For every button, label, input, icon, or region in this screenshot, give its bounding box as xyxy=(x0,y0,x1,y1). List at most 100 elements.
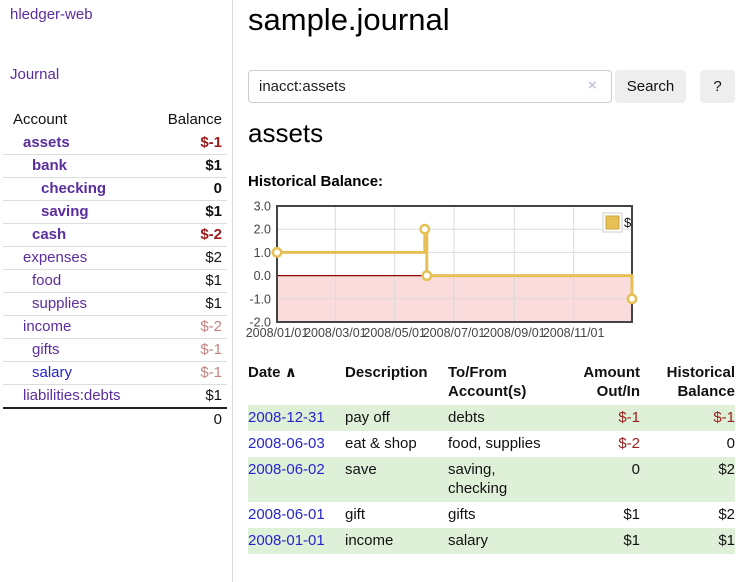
description-cell: pay off xyxy=(345,409,390,426)
sidebar-account-link[interactable]: supplies xyxy=(32,295,88,312)
accounts-cell: debts xyxy=(448,409,485,426)
transaction-row: 2008-06-01 gift gifts $1 $2 xyxy=(248,502,735,528)
app-title-link[interactable]: hledger-web xyxy=(10,6,93,23)
date-column-header[interactable]: Date ∧ xyxy=(248,364,297,381)
account-row: supplies $1 xyxy=(3,292,227,315)
date-cell: 2008-01-01 xyxy=(248,528,345,554)
y-axis-tick-label: 0.0 xyxy=(254,269,271,283)
balance-cell: $-1 xyxy=(713,409,735,426)
transaction-date-link[interactable]: 2008-06-01 xyxy=(248,506,325,523)
x-axis-tick-label: 2008/03/01 xyxy=(304,326,367,340)
x-axis-tick-label: 2008/09/01 xyxy=(483,326,546,340)
sidebar-account-link[interactable]: saving xyxy=(41,203,89,220)
amount-cell: $-2 xyxy=(618,435,640,452)
transactions-header-row: Date ∧ Description To/From Account(s) Am… xyxy=(248,361,735,405)
clear-search-icon[interactable]: × xyxy=(588,77,597,94)
balance-cell: $1 xyxy=(718,532,735,549)
account-row: bank $1 xyxy=(3,154,227,177)
amount-cell: 0 xyxy=(631,461,640,478)
historical-balance-column-header: Historical Balance xyxy=(666,364,735,400)
description-cell: gift xyxy=(345,506,366,523)
account-row: liabilities:debts $1 xyxy=(3,384,227,407)
account-row: saving $1 xyxy=(3,200,227,223)
sidebar-account-link[interactable]: income xyxy=(23,318,72,335)
balance-cell: $2 xyxy=(718,506,735,523)
balance-column-header: Balance xyxy=(167,110,222,128)
description-cell: income xyxy=(345,532,394,549)
sidebar-account-link[interactable]: liabilities:debts xyxy=(23,387,121,404)
sidebar-account-link[interactable]: food xyxy=(32,272,62,289)
historical-balance-chart[interactable]: $3.0 2.0 1.0 0.0 -1.0 -2.0 2008/01/01 2008/03/0… xyxy=(240,200,642,348)
balance-cell: $2 xyxy=(718,461,735,478)
accounts-cell: saving, checking xyxy=(448,461,508,497)
account-balance: $-1 xyxy=(200,341,222,358)
help-button[interactable]: ? xyxy=(700,70,735,103)
accounts-table: Account Balance assets $-1 bank $1 checking 0… xyxy=(3,108,227,430)
sidebar-item-journal[interactable]: Journal xyxy=(10,66,60,83)
transaction-date-link[interactable]: 2008-01-01 xyxy=(248,532,325,549)
sidebar-divider xyxy=(232,0,233,582)
account-balance: $-2 xyxy=(200,226,222,243)
accounts-table-header: Account Balance xyxy=(3,108,227,131)
account-balance: 0 xyxy=(213,180,222,197)
y-axis-tick-label: -1.0 xyxy=(249,292,271,306)
sidebar-account-link[interactable]: assets xyxy=(23,133,70,151)
transaction-date-link[interactable]: 2008-12-31 xyxy=(248,409,325,426)
account-balance: $-1 xyxy=(200,133,222,151)
amount-cell: $-1 xyxy=(618,409,640,426)
sidebar-account-link[interactable]: checking xyxy=(41,180,107,197)
account-balance: $2 xyxy=(205,249,222,266)
transaction-row: 2008-01-01 income salary $1 $1 xyxy=(248,528,735,554)
y-axis-tick-label: 1.0 xyxy=(254,246,271,260)
legend-label: $ xyxy=(624,215,632,230)
y-axis-tick-label: 2.0 xyxy=(254,223,271,237)
search-input[interactable] xyxy=(248,70,612,103)
plot-border xyxy=(276,205,633,323)
data-point-marker[interactable] xyxy=(271,246,283,258)
account-row: expenses $2 xyxy=(3,246,227,269)
current-account-heading: assets xyxy=(248,118,324,148)
account-balance: $1 xyxy=(205,272,222,289)
sidebar-account-link[interactable]: gifts xyxy=(32,341,60,358)
date-cell: 2008-06-02 xyxy=(248,457,345,502)
description-cell: eat & shop xyxy=(345,435,417,452)
sidebar-account-link[interactable]: expenses xyxy=(23,249,88,266)
data-point-marker[interactable] xyxy=(626,293,638,305)
account-row: checking 0 xyxy=(3,177,227,200)
amount-cell: $1 xyxy=(623,532,640,549)
account-row: food $1 xyxy=(3,269,227,292)
chart-title: Historical Balance: xyxy=(248,173,384,190)
transaction-date-link[interactable]: 2008-06-02 xyxy=(248,461,325,478)
account-balance: $1 xyxy=(205,295,222,312)
account-column-header: Account xyxy=(13,110,68,128)
transactions-table: Date ∧ Description To/From Account(s) Am… xyxy=(248,361,735,554)
accounts-cell: food, supplies xyxy=(448,435,541,452)
account-row: salary $-1 xyxy=(3,361,227,384)
account-balance: $1 xyxy=(205,203,222,220)
accounts-total-row: 0 xyxy=(3,407,227,430)
y-axis-tick-label: 3.0 xyxy=(254,200,271,214)
transaction-date-link[interactable]: 2008-06-03 xyxy=(248,435,325,452)
transaction-row: 2008-06-02 save saving, checking 0 $2 xyxy=(248,457,735,502)
account-row: cash $-2 xyxy=(3,223,227,246)
sidebar-account-link[interactable]: bank xyxy=(32,157,68,174)
accounts-total-value: 0 xyxy=(213,410,222,428)
account-balance: $1 xyxy=(205,157,222,174)
accounts-cell: gifts xyxy=(448,506,476,523)
data-point-marker[interactable] xyxy=(421,270,433,282)
x-axis-tick-label: 2008/11/01 xyxy=(543,326,605,340)
amount-cell: $1 xyxy=(623,506,640,523)
account-row: gifts $-1 xyxy=(3,338,227,361)
sidebar-account-link[interactable]: salary xyxy=(32,364,73,381)
account-row: income $-2 xyxy=(3,315,227,338)
x-axis-tick-label: 2008/01/01 xyxy=(246,326,309,340)
data-point-marker[interactable] xyxy=(419,223,431,235)
chart-canvas[interactable]: $3.0 2.0 1.0 0.0 -1.0 -2.02008/01/012008/03/0… xyxy=(240,200,642,348)
account-balance: $-1 xyxy=(200,364,222,381)
transaction-row: 2008-12-31 pay off debts $-1 $-1 xyxy=(248,405,735,431)
sidebar-account-link[interactable]: cash xyxy=(32,226,67,243)
amount-column-header: Amount Out/In xyxy=(583,364,640,400)
search-button[interactable]: Search xyxy=(615,70,686,103)
balance-cell: 0 xyxy=(726,435,735,452)
